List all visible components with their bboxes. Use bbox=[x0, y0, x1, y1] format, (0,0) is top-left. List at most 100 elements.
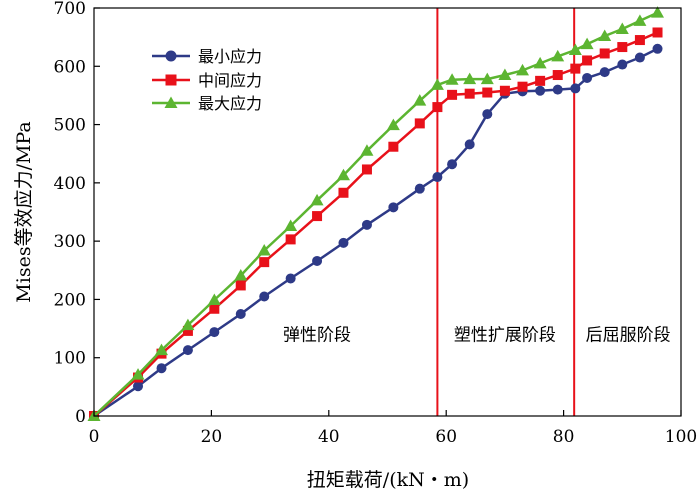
y-tick-label-200: 200 bbox=[54, 290, 86, 310]
legend-item-mid: 中间应力 bbox=[152, 71, 262, 90]
data-point-mid-12 bbox=[414, 118, 425, 129]
data-point-mid-20 bbox=[552, 70, 563, 81]
annotation-plastic: 塑性扩展阶段 bbox=[454, 325, 556, 345]
legend-label-max: 最大应力 bbox=[198, 94, 262, 113]
data-point-max-18 bbox=[516, 63, 530, 76]
data-point-min-5 bbox=[235, 309, 246, 319]
data-point-max-9 bbox=[336, 168, 350, 181]
annotation-elastic: 弹性阶段 bbox=[283, 325, 351, 345]
data-point-max-24 bbox=[615, 22, 629, 34]
y-tick-label-300: 300 bbox=[54, 232, 86, 252]
data-point-mid-13 bbox=[432, 102, 443, 113]
data-point-min-11 bbox=[388, 202, 399, 213]
data-point-max-4 bbox=[207, 293, 221, 306]
data-point-mid-14 bbox=[447, 89, 458, 100]
data-point-max-3 bbox=[181, 318, 195, 331]
legend-marker-max bbox=[164, 96, 178, 108]
data-point-max-14 bbox=[445, 73, 459, 85]
data-point-min-1 bbox=[133, 381, 144, 392]
data-point-min-6 bbox=[259, 291, 270, 302]
x-tick-label-60: 60 bbox=[435, 427, 457, 447]
data-point-max-6 bbox=[257, 243, 271, 256]
data-point-min-15 bbox=[464, 139, 475, 150]
data-point-min-24 bbox=[617, 59, 628, 70]
y-tick-label-400: 400 bbox=[54, 174, 86, 194]
data-point-max-16 bbox=[480, 72, 494, 85]
data-point-min-4 bbox=[209, 327, 220, 338]
x-tick-label-40: 40 bbox=[318, 427, 340, 447]
x-tick-label-100: 100 bbox=[665, 427, 697, 447]
y-tick-label-600: 600 bbox=[54, 57, 86, 77]
legend-label-min: 最小应力 bbox=[198, 47, 262, 66]
data-point-max-5 bbox=[234, 269, 248, 281]
data-point-min-8 bbox=[312, 255, 323, 266]
data-point-max-22 bbox=[580, 37, 594, 50]
data-point-max-13 bbox=[430, 78, 444, 90]
data-point-mid-7 bbox=[285, 234, 296, 245]
ticks-layer: 0 20 40 60 80 100 0 100 200 300 400 500 600 700 bbox=[54, 0, 698, 447]
data-point-min-21 bbox=[570, 83, 581, 94]
data-point-max-15 bbox=[463, 72, 477, 85]
data-point-min-19 bbox=[535, 85, 546, 96]
data-point-mid-6 bbox=[259, 257, 270, 268]
data-point-max-8 bbox=[310, 193, 324, 206]
data-point-max-23 bbox=[598, 29, 612, 41]
data-point-max-2 bbox=[155, 343, 169, 356]
data-point-max-21 bbox=[568, 43, 582, 55]
y-tick-label-700: 700 bbox=[54, 0, 86, 19]
data-point-min-3 bbox=[182, 345, 193, 356]
x-tick-label-0: 0 bbox=[89, 427, 100, 447]
data-point-max-26 bbox=[651, 6, 665, 18]
data-point-min-16 bbox=[482, 109, 493, 120]
data-point-min-20 bbox=[552, 84, 563, 95]
data-point-min-14 bbox=[447, 159, 458, 170]
data-point-max-12 bbox=[413, 94, 427, 106]
data-point-min-12 bbox=[414, 183, 425, 194]
data-point-mid-21 bbox=[570, 63, 581, 74]
data-point-max-1 bbox=[131, 368, 145, 380]
data-point-mid-3 bbox=[182, 325, 193, 336]
data-point-min-25 bbox=[634, 52, 645, 63]
data-point-mid-16 bbox=[482, 87, 493, 98]
data-point-max-19 bbox=[533, 56, 547, 69]
data-point-min-7 bbox=[285, 273, 296, 284]
x-tick-label-80: 80 bbox=[553, 427, 575, 447]
x-axis-title: 扭矩载荷/(kN・m) bbox=[307, 469, 469, 491]
annotation-postyield: 后屈服阶段 bbox=[586, 325, 671, 345]
data-point-min-10 bbox=[361, 219, 372, 230]
plot-layer bbox=[436, 8, 576, 416]
data-point-mid-24 bbox=[617, 42, 628, 53]
data-point-mid-5 bbox=[235, 280, 246, 291]
data-point-mid-23 bbox=[599, 48, 610, 59]
data-point-mid-18 bbox=[517, 81, 528, 92]
data-point-mid-19 bbox=[535, 75, 546, 86]
y-axis-title: Mises等效应力/MPa bbox=[13, 121, 35, 302]
data-point-max-10 bbox=[360, 144, 374, 156]
data-point-mid-26 bbox=[652, 27, 663, 38]
data-point-mid-8 bbox=[312, 211, 323, 222]
legend-marker-min bbox=[165, 50, 177, 62]
legend-marker-mid bbox=[165, 74, 177, 86]
legend-item-min: 最小应力 bbox=[152, 47, 262, 66]
data-point-mid-17 bbox=[499, 85, 510, 96]
y-tick-label-0: 0 bbox=[75, 407, 86, 427]
data-point-min-23 bbox=[599, 67, 610, 78]
legend-label-mid: 中间应力 bbox=[198, 71, 262, 90]
data-point-mid-10 bbox=[361, 164, 372, 175]
data-point-max-11 bbox=[386, 118, 400, 131]
data-point-mid-22 bbox=[582, 55, 593, 66]
data-point-max-20 bbox=[551, 49, 565, 62]
data-point-mid-4 bbox=[209, 303, 220, 314]
y-tick-label-100: 100 bbox=[54, 349, 86, 369]
data-point-max-7 bbox=[284, 219, 298, 231]
data-point-min-13 bbox=[432, 172, 443, 183]
data-point-max-25 bbox=[633, 14, 647, 26]
data-point-max-17 bbox=[498, 68, 512, 81]
axes-layer bbox=[93, 7, 682, 417]
series-layer bbox=[87, 6, 665, 421]
legend-item-max: 最大应力 bbox=[152, 94, 262, 113]
data-point-mid-15 bbox=[464, 88, 475, 99]
data-point-min-9 bbox=[338, 237, 349, 248]
x-tick-label-20: 20 bbox=[201, 427, 223, 447]
